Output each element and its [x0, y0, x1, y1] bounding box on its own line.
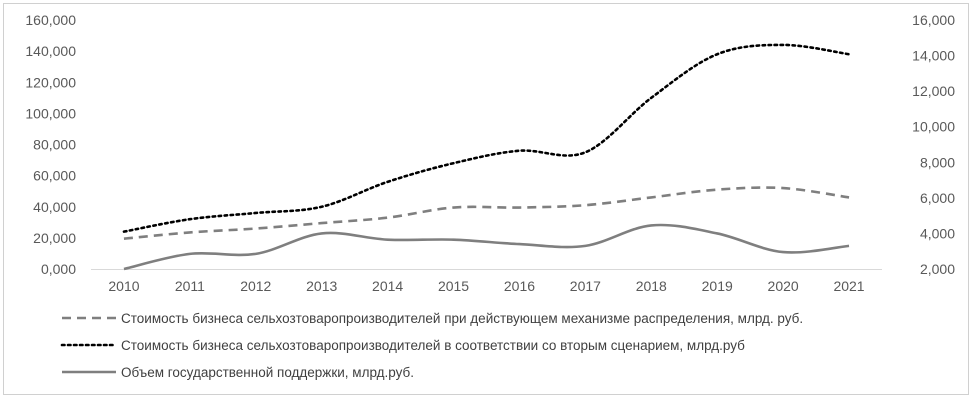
right-tick-label: 10,000 — [912, 119, 955, 135]
x-tick-label: 2016 — [504, 278, 535, 294]
left-tick-label: 60,000 — [33, 168, 76, 184]
legend: Стоимость бизнеса сельхозтоваропроизводи… — [60, 311, 803, 380]
left-tick-label: 140,000 — [25, 43, 76, 59]
left-tick-label: 80,000 — [33, 137, 76, 153]
x-tick-label: 2015 — [438, 278, 469, 294]
right-tick-label: 16,000 — [912, 12, 955, 28]
left-tick-label: 160,000 — [25, 12, 76, 28]
series-group — [122, 43, 851, 271]
right-tick-label: 4,000 — [920, 225, 955, 241]
right-tick-label: 2,000 — [920, 261, 955, 277]
legend-label-1: Стоимость бизнеса сельхозтоваропроизводи… — [121, 311, 803, 326]
left-tick-label: 20,000 — [33, 230, 76, 246]
series-line-1 — [123, 186, 850, 240]
left-tick-label: 0,000 — [41, 261, 76, 277]
x-tick-label: 2013 — [306, 278, 337, 294]
x-tick-label: 2021 — [833, 278, 864, 294]
left-tick-label: 100,000 — [25, 105, 76, 121]
left-tick-label: 40,000 — [33, 199, 76, 215]
legend-label-3: Объем государственной поддержки, млрд.ру… — [121, 365, 414, 380]
right-axis-ticks: 2,000 4,000 6,000 8,000 10,000 12,000 14,000 16… — [912, 12, 955, 277]
legend-label-2: Стоимость бизнеса сельхозтоваропроизводи… — [121, 338, 745, 353]
left-axis-ticks: 0,000 20,000 40,000 60,000 80,000 100,000 120,… — [25, 12, 76, 277]
x-tick-label: 2017 — [570, 278, 601, 294]
x-tick-label: 2012 — [240, 278, 271, 294]
x-tick-label: 2010 — [108, 278, 139, 294]
x-tick-label: 2018 — [636, 278, 667, 294]
right-tick-label: 12,000 — [912, 83, 955, 99]
left-tick-label: 120,000 — [25, 74, 76, 90]
chart-frame: 0,000 20,000 40,000 60,000 80,000 100,000 120,… — [3, 3, 969, 395]
right-tick-label: 6,000 — [920, 190, 955, 206]
x-tick-label: 2011 — [175, 278, 205, 294]
x-tick-label: 2020 — [768, 278, 799, 294]
series-line-2 — [122, 43, 851, 233]
x-tick-label: 2019 — [702, 278, 733, 294]
x-axis-ticks: 2010 2011 2012 2013 2014 2015 2016 2017 2018 2019… — [108, 278, 864, 294]
right-tick-label: 8,000 — [920, 154, 955, 170]
series-line-3 — [123, 223, 850, 271]
x-tick-label: 2014 — [372, 278, 403, 294]
line-chart: 0,000 20,000 40,000 60,000 80,000 100,000 120,… — [25, 12, 955, 380]
right-tick-label: 14,000 — [912, 48, 955, 64]
